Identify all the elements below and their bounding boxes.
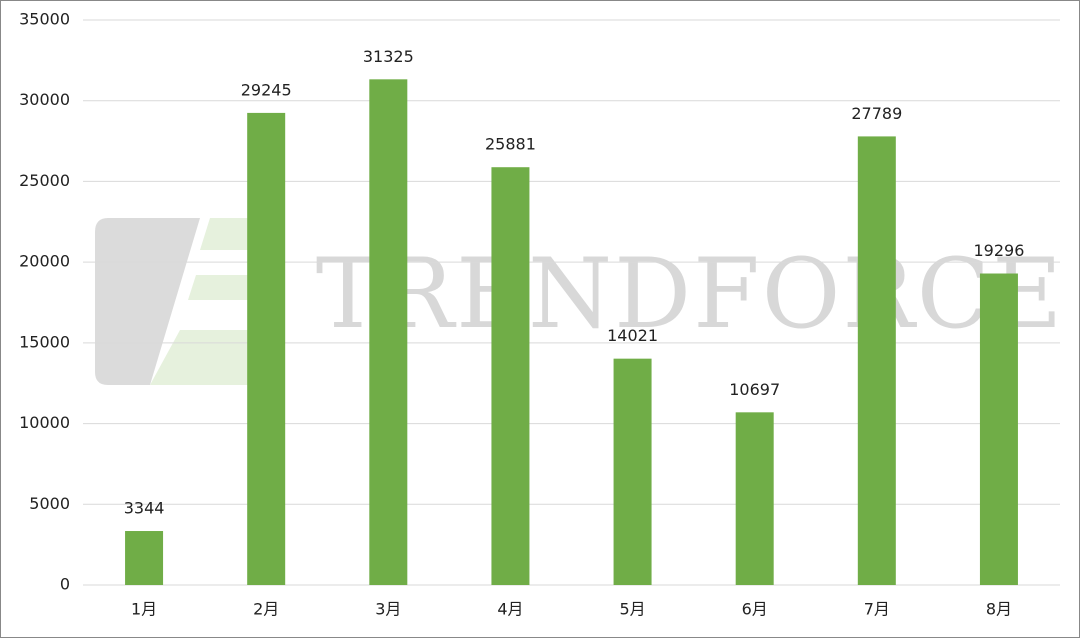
bar xyxy=(491,167,530,585)
data-label: 19296 xyxy=(973,241,1024,260)
y-tick-label: 35000 xyxy=(19,10,70,29)
data-label: 10697 xyxy=(729,380,780,399)
x-tick-label: 8月 xyxy=(986,600,1012,619)
data-label: 31325 xyxy=(363,47,414,66)
data-label: 27789 xyxy=(851,104,902,123)
x-tick-label: 4月 xyxy=(497,600,523,619)
y-tick-label: 25000 xyxy=(19,171,70,190)
bar xyxy=(125,531,164,585)
y-tick-label: 10000 xyxy=(19,413,70,432)
y-tick-label: 20000 xyxy=(19,252,70,271)
x-tick-label: 6月 xyxy=(742,600,768,619)
watermark-text: TRENDFORCE xyxy=(316,238,1064,350)
data-label: 3344 xyxy=(124,499,165,518)
data-label: 29245 xyxy=(241,80,292,99)
y-tick-label: 5000 xyxy=(29,494,70,513)
bar xyxy=(735,412,774,585)
x-tick-label: 5月 xyxy=(619,600,645,619)
bar xyxy=(613,358,652,585)
y-tick-label: 0 xyxy=(60,575,70,594)
bar xyxy=(979,273,1018,585)
data-label: 25881 xyxy=(485,135,536,154)
x-tick-label: 1月 xyxy=(131,600,157,619)
bar xyxy=(857,136,896,586)
x-tick-label: 7月 xyxy=(864,600,890,619)
bar xyxy=(247,112,286,585)
data-label: 14021 xyxy=(607,326,658,345)
x-tick-label: 2月 xyxy=(253,600,279,619)
x-tick-label: 3月 xyxy=(375,600,401,619)
y-tick-label: 30000 xyxy=(19,90,70,109)
y-tick-label: 15000 xyxy=(19,332,70,351)
bar xyxy=(369,79,408,585)
